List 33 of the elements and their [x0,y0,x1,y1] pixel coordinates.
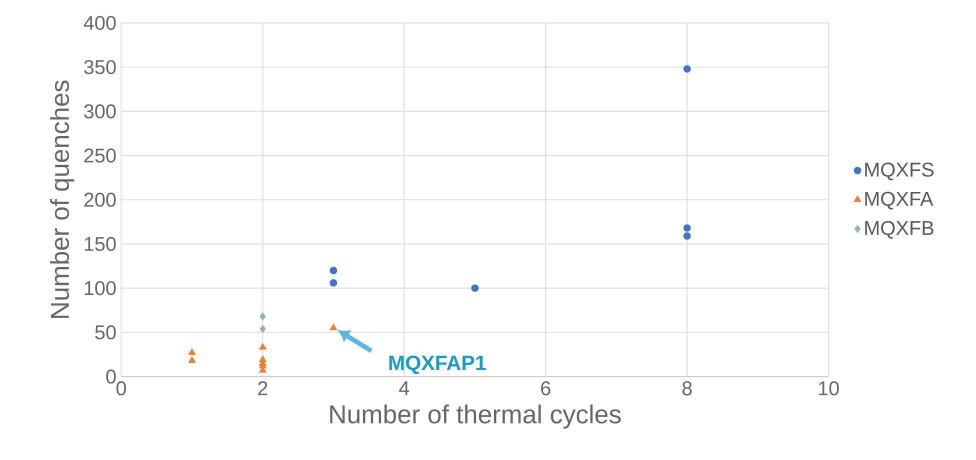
x-tick-label: 6 [541,381,550,396]
x-tick-label: 2 [258,381,268,396]
y-tick-label: 300 [84,104,116,118]
legend-label: MQXFA [865,192,934,210]
y-tick-label: 200 [84,192,116,207]
point [188,356,196,363]
x-tick-label: 4 [399,381,410,395]
point [188,348,196,355]
y-tick-label: 50 [95,325,116,340]
point [260,312,266,320]
y-tick-label: 100 [84,280,116,296]
point [260,324,266,333]
point [330,279,338,286]
x-axis-title: Number of thermal cycles [330,404,621,429]
point [683,232,691,240]
point [330,266,338,274]
point [683,224,691,232]
point [683,65,691,72]
y-tick-label: 350 [84,60,116,74]
point [259,343,266,350]
annotation: MQXFAP1 [389,355,486,374]
y-tick-label: 250 [84,148,116,162]
y-axis-title: Number of quenches [50,80,74,318]
y-tick-label: 150 [84,236,116,251]
legend-label: MQXFS [865,162,934,180]
legend-label: MQXFB [865,220,934,239]
point [330,324,338,330]
x-tick-label: 10 [819,381,839,396]
y-tick-label: 400 [84,16,116,30]
y-tick-label: 0 [106,369,116,384]
x-tick-label: 0 [116,381,126,396]
point [471,284,479,292]
x-tick-label: 8 [682,381,692,396]
